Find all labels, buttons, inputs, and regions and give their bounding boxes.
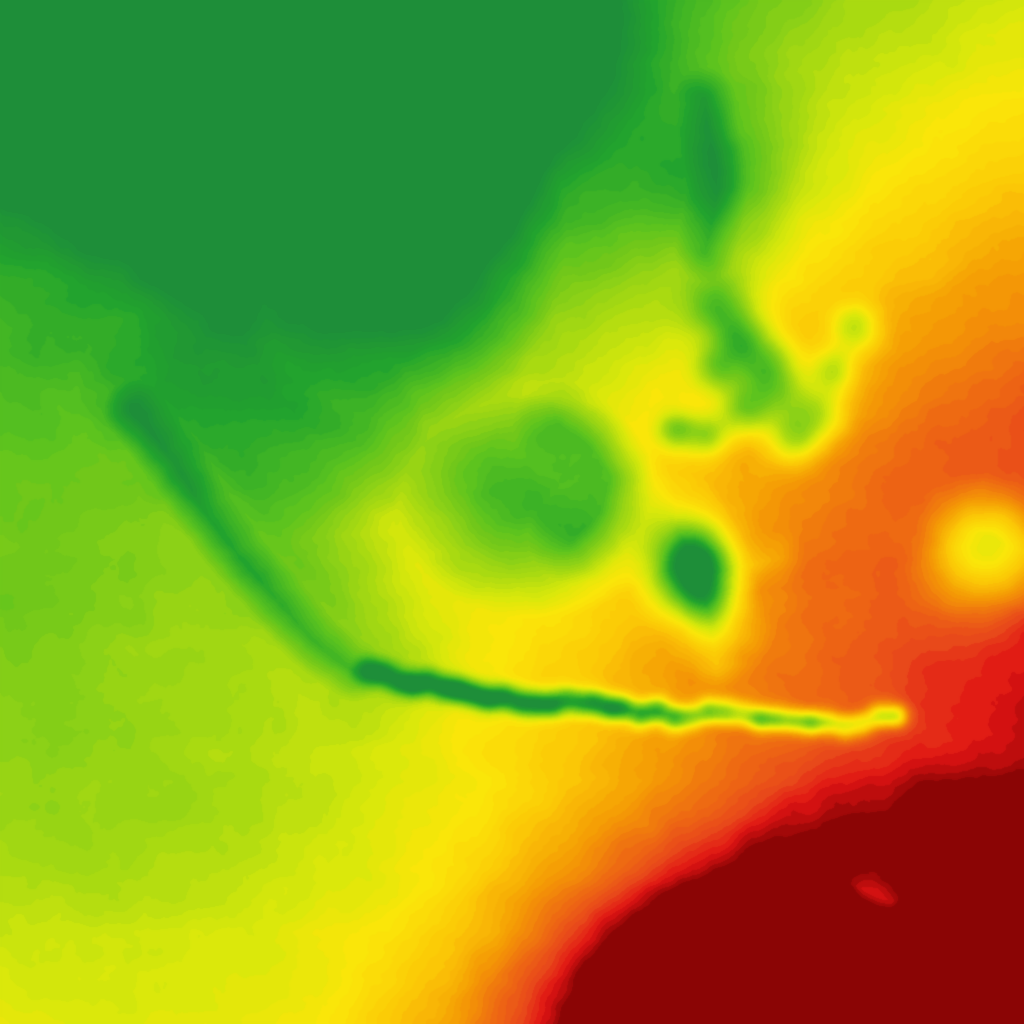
temperature-map-canvas <box>0 0 1024 1024</box>
raster-temperature-field <box>0 0 1024 1024</box>
